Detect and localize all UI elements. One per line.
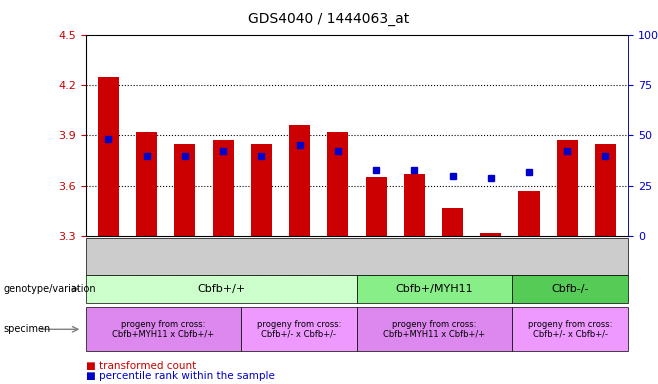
Text: progeny from cross:
Cbfb+MYH11 x Cbfb+/+: progeny from cross: Cbfb+MYH11 x Cbfb+/+ — [384, 319, 486, 339]
Bar — [557, 141, 578, 236]
Text: specimen: specimen — [3, 324, 51, 334]
Bar — [136, 132, 157, 236]
Bar — [98, 76, 119, 236]
Text: genotype/variation: genotype/variation — [3, 284, 96, 294]
Bar — [289, 125, 310, 236]
Text: Cbfb+/MYH11: Cbfb+/MYH11 — [395, 284, 473, 294]
Bar — [366, 177, 387, 236]
Bar — [442, 208, 463, 236]
Bar — [174, 144, 195, 236]
Bar — [251, 144, 272, 236]
Bar — [480, 233, 501, 236]
Bar — [404, 174, 425, 236]
Text: progeny from cross:
Cbfb+MYH11 x Cbfb+/+: progeny from cross: Cbfb+MYH11 x Cbfb+/+ — [112, 319, 214, 339]
Text: ■ transformed count: ■ transformed count — [86, 361, 196, 371]
Text: GDS4040 / 1444063_at: GDS4040 / 1444063_at — [248, 12, 410, 25]
Bar — [595, 144, 616, 236]
Text: ■ percentile rank within the sample: ■ percentile rank within the sample — [86, 371, 274, 381]
Bar — [327, 132, 348, 236]
Text: Cbfb+/+: Cbfb+/+ — [197, 284, 245, 294]
Text: progeny from cross:
Cbfb+/- x Cbfb+/-: progeny from cross: Cbfb+/- x Cbfb+/- — [528, 319, 613, 339]
Bar — [213, 141, 234, 236]
Text: Cbfb-/-: Cbfb-/- — [551, 284, 589, 294]
Bar — [519, 191, 540, 236]
Text: progeny from cross:
Cbfb+/- x Cbfb+/-: progeny from cross: Cbfb+/- x Cbfb+/- — [257, 319, 341, 339]
